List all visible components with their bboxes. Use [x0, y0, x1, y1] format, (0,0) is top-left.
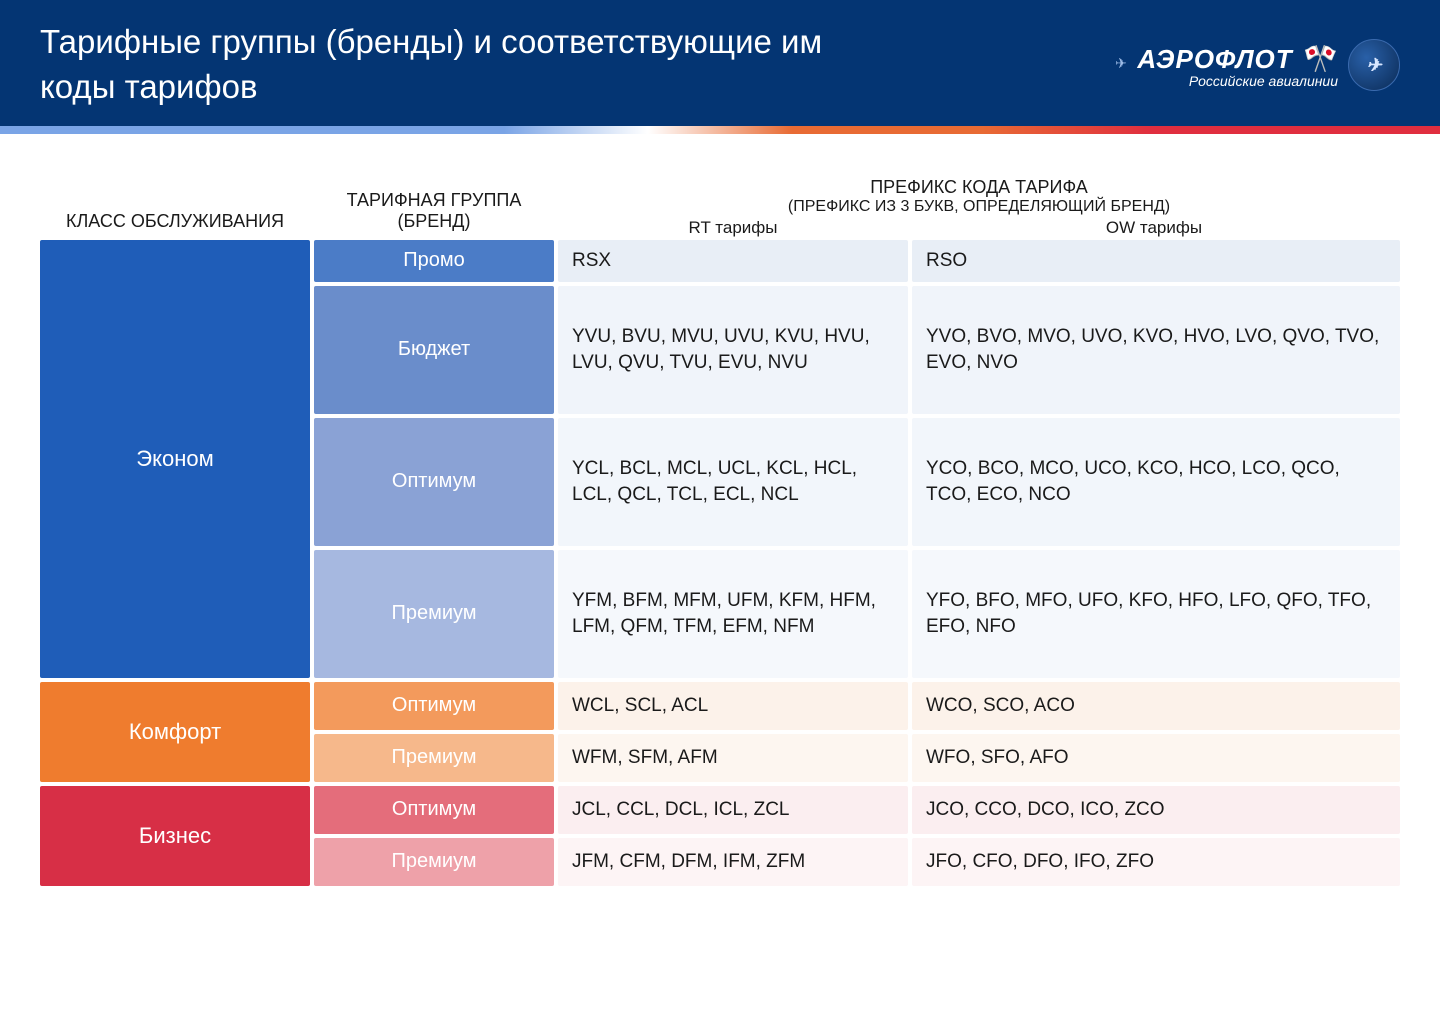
plane-icon: ✈	[1115, 55, 1127, 71]
class-cell: Комфорт	[40, 682, 310, 782]
header-ribbon	[0, 126, 1440, 134]
brand-cell: Премиум	[314, 838, 554, 886]
table-row: БюджетYVU, BVU, MVU, UVU, KVU, HVU, LVU,…	[314, 286, 1400, 414]
brand-rows: ОптимумWCL, SCL, ACLWCO, SCO, ACOПремиум…	[314, 682, 1400, 782]
rt-cell: RSX	[558, 240, 908, 282]
table-row: ОптимумWCL, SCL, ACLWCO, SCO, ACO	[314, 682, 1400, 730]
ow-cell: YVO, BVO, MVO, UVO, KVO, HVO, LVO, QVO, …	[912, 286, 1400, 414]
header-ow: OW тарифы	[908, 218, 1400, 238]
brand-cell: Оптимум	[314, 682, 554, 730]
brand-rows: ОптимумJCL, CCL, DCL, ICL, ZCLJCO, CCO, …	[314, 786, 1400, 886]
table-row: ОптимумYCL, BCL, MCL, UCL, KCL, HCL, LCL…	[314, 418, 1400, 546]
fare-table: КЛАСС ОБСЛУЖИВАНИЯ ТАРИФНАЯ ГРУППА (БРЕН…	[0, 130, 1440, 886]
skyteam-icon: ✈	[1348, 39, 1400, 91]
ow-cell: WFO, SFO, AFO	[912, 734, 1400, 782]
brand-cell: Премиум	[314, 550, 554, 678]
table-row: ПремиумYFM, BFM, MFM, UFM, KFM, HFM, LFM…	[314, 550, 1400, 678]
table-header-row: КЛАСС ОБСЛУЖИВАНИЯ ТАРИФНАЯ ГРУППА (БРЕН…	[40, 164, 1400, 238]
brand-cell: Премиум	[314, 734, 554, 782]
class-block: ЭкономПромоRSXRSOБюджетYVU, BVU, MVU, UV…	[40, 240, 1400, 678]
logo-text: ✈ АЭРОФЛОТ 🎌 Российские авиалинии	[1115, 42, 1338, 89]
brand-rows: ПромоRSXRSOБюджетYVU, BVU, MVU, UVU, KVU…	[314, 240, 1400, 678]
ow-cell: YFO, BFO, MFO, UFO, KFO, HFO, LFO, QFO, …	[912, 550, 1400, 678]
ow-cell: YCO, BCO, MCO, UCO, KCO, HCO, LCO, QCO, …	[912, 418, 1400, 546]
class-block: БизнесОптимумJCL, CCL, DCL, ICL, ZCLJCO,…	[40, 786, 1400, 886]
slide-header: Тарифные группы (бренды) и соответствующ…	[0, 0, 1440, 130]
header-prefix-sub: (ПРЕФИКС ИЗ 3 БУКВ, ОПРЕДЕЛЯЮЩИЙ БРЕНД)	[788, 198, 1170, 216]
header-prefix: ПРЕФИКС КОДА ТАРИФА (ПРЕФИКС ИЗ 3 БУКВ, …	[558, 177, 1400, 238]
header-brand: ТАРИФНАЯ ГРУППА (БРЕНД)	[314, 190, 554, 238]
header-rt: RT тарифы	[558, 218, 908, 238]
ow-cell: JFO, CFO, DFO, IFO, ZFO	[912, 838, 1400, 886]
ow-cell: WCO, SCO, ACO	[912, 682, 1400, 730]
header-class: КЛАСС ОБСЛУЖИВАНИЯ	[40, 211, 310, 238]
brand-cell: Промо	[314, 240, 554, 282]
class-cell: Бизнес	[40, 786, 310, 886]
rt-cell: JCL, CCL, DCL, ICL, ZCL	[558, 786, 908, 834]
rt-cell: YCL, BCL, MCL, UCL, KCL, HCL, LCL, QCL, …	[558, 418, 908, 546]
brand-logo: ✈ АЭРОФЛОТ 🎌 Российские авиалинии ✈	[1115, 39, 1400, 91]
ow-cell: JCO, CCO, DCO, ICO, ZCO	[912, 786, 1400, 834]
logo-subtitle: Российские авиалинии	[1189, 73, 1338, 89]
rt-cell: WFM, SFM, AFM	[558, 734, 908, 782]
brand-cell: Оптимум	[314, 786, 554, 834]
table-body: ЭкономПромоRSXRSOБюджетYVU, BVU, MVU, UV…	[40, 240, 1400, 886]
brand-cell: Оптимум	[314, 418, 554, 546]
class-cell: Эконом	[40, 240, 310, 678]
rt-cell: JFM, CFM, DFM, IFM, ZFM	[558, 838, 908, 886]
wing-icon: 🎌	[1303, 43, 1338, 74]
header-prefix-title: ПРЕФИКС КОДА ТАРИФА	[870, 177, 1088, 198]
brand-cell: Бюджет	[314, 286, 554, 414]
class-block: КомфортОптимумWCL, SCL, ACLWCO, SCO, ACO…	[40, 682, 1400, 782]
rt-cell: WCL, SCL, ACL	[558, 682, 908, 730]
page-title: Тарифные группы (бренды) и соответствующ…	[40, 20, 860, 109]
rt-cell: YVU, BVU, MVU, UVU, KVU, HVU, LVU, QVU, …	[558, 286, 908, 414]
table-row: ПромоRSXRSO	[314, 240, 1400, 282]
ow-cell: RSO	[912, 240, 1400, 282]
table-row: ОптимумJCL, CCL, DCL, ICL, ZCLJCO, CCO, …	[314, 786, 1400, 834]
rt-cell: YFM, BFM, MFM, UFM, KFM, HFM, LFM, QFM, …	[558, 550, 908, 678]
table-row: ПремиумWFM, SFM, AFMWFO, SFO, AFO	[314, 734, 1400, 782]
table-row: ПремиумJFM, CFM, DFM, IFM, ZFMJFO, CFO, …	[314, 838, 1400, 886]
logo-name: АЭРОФЛОТ	[1137, 44, 1292, 74]
